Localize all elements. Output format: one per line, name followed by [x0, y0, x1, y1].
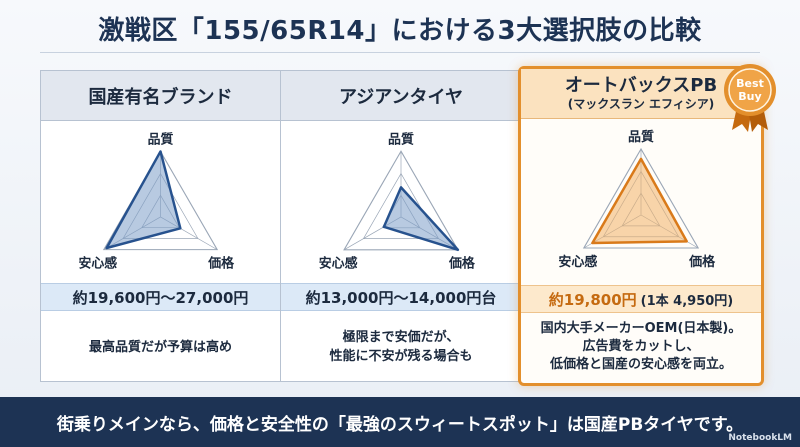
price-band: 約13,000円〜14,000円台	[281, 283, 521, 311]
axis-label-quality: 品質	[628, 129, 654, 145]
desc-line: 性能に不安が残る場合も	[329, 349, 473, 364]
price-band: 約19,800円 (1本 4,950円)	[521, 285, 761, 313]
radar-data-area	[382, 186, 460, 252]
footer-text: 街乗りメインなら、価格と安全性の「最強のスウィートスポット」は国産PBタイヤです…	[56, 414, 744, 435]
price-per-tire: (1本 4,950円)	[640, 293, 734, 309]
option-header: オートバックスPB (マックスラン エフィシア)	[521, 69, 761, 119]
option-subname: (マックスラン エフィシア)	[567, 97, 715, 111]
badge-line1: Best	[736, 77, 764, 90]
option-card-autobacs-pb: オートバックスPB (マックスラン エフィシア) 品質安心感 価格 約19,800…	[518, 66, 764, 386]
desc-line: 最高品質だが予算は高め	[88, 339, 232, 355]
option-card-domestic-brand: 国産有名ブランド 品質安心感 価格 約19,600円〜27,000円 最高品質だが…	[40, 70, 281, 382]
title-divider	[40, 52, 760, 53]
watermark: NotebookLM	[728, 433, 792, 443]
option-description: 極限まで安価だが、 性能に不安が残る場合も	[287, 317, 515, 377]
best-buy-badge-icon: Best Buy	[724, 64, 776, 132]
badge-line2: Buy	[738, 90, 761, 103]
radar-grid-ring	[343, 150, 459, 251]
option-description: 国内大手メーカーOEM(日本製)。 広告費をカットし、 低価格と国産の安心感を両…	[527, 317, 755, 377]
desc-line: 極限まで安価だが、	[342, 330, 460, 345]
option-header: 国産有名ブランド	[41, 71, 280, 121]
price-band: 約19,600円〜27,000円	[41, 283, 280, 311]
option-header: アジアンタイヤ	[281, 71, 521, 121]
option-card-asian-tire: アジアンタイヤ 品質安心感 価格 約13,000円〜14,000円台 極限まで安価…	[281, 70, 522, 382]
radar-grid-ring	[582, 147, 700, 249]
option-name: オートバックスPB	[564, 75, 718, 96]
badge-rosette-inner	[728, 68, 772, 112]
axis-label-safety: 安心感	[79, 255, 118, 271]
radar-grid-ring	[362, 172, 440, 239]
axis-label-quality: 品質	[388, 131, 414, 147]
axis-label-quality: 品質	[148, 132, 174, 148]
desc-line: 広告費をカットし、	[582, 339, 700, 354]
footer-banner: 街乗りメインなら、価格と安全性の「最強のスウィートスポット」は国産PBタイヤです…	[0, 397, 800, 447]
axis-label-safety: 安心感	[319, 256, 358, 272]
axis-label-price: 価格	[207, 255, 235, 271]
price-text: 約19,600円〜27,000円	[72, 288, 249, 307]
price-text: 約13,000円〜14,000円台	[305, 288, 497, 307]
desc-line: 国内大手メーカーOEM(日本製)。	[540, 321, 742, 336]
axis-label-safety: 安心感	[558, 254, 597, 270]
option-description: 最高品質だが予算は高め	[47, 317, 274, 377]
desc-line: 低価格と国産の安心感を両立。	[549, 357, 732, 372]
axis-label-price: 価格	[448, 256, 476, 272]
axis-label-price: 価格	[688, 254, 716, 270]
price-text: 約19,800円	[548, 290, 637, 309]
radar-data-area	[591, 157, 688, 245]
page-title: 激戦区「155/65R14」における3大選択肢の比較	[98, 16, 702, 46]
radar-data-area	[105, 150, 182, 250]
